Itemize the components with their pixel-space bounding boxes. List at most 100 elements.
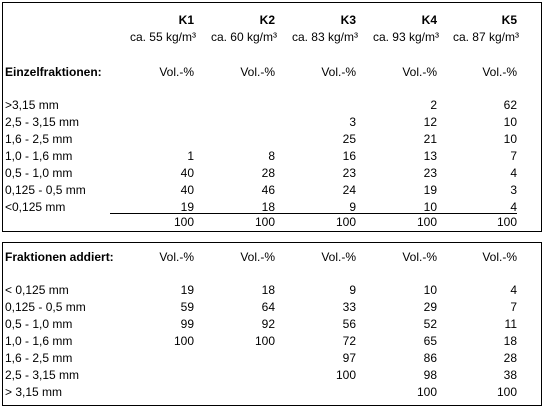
cell: 3 <box>349 115 356 129</box>
unit: Vol.-% <box>402 250 437 264</box>
unit: Vol.-% <box>159 250 194 264</box>
cell: 18 <box>261 200 275 214</box>
cell: 19 <box>180 200 194 214</box>
cell: 98 <box>423 368 437 382</box>
cell: 92 <box>261 317 275 331</box>
unit: Vol.-% <box>240 65 275 79</box>
row-label: 1,6 - 2,5 mm <box>5 132 73 146</box>
cell: 8 <box>268 149 275 163</box>
cell: 10 <box>423 200 437 214</box>
unit: Vol.-% <box>482 250 517 264</box>
cell: 9 <box>349 283 356 297</box>
cell: 59 <box>180 300 194 314</box>
total: 100 <box>335 215 356 229</box>
table-frame <box>2 2 542 232</box>
cell: 18 <box>261 283 275 297</box>
cell: 97 <box>342 351 356 365</box>
cell: 24 <box>342 183 356 197</box>
cell: 100 <box>173 334 194 348</box>
column-header: K1 <box>178 13 194 27</box>
cell: 21 <box>423 132 437 146</box>
cell: 19 <box>423 183 437 197</box>
row-label: 0,125 - 0,5 mm <box>5 300 86 314</box>
cell: 46 <box>261 183 275 197</box>
section-label: Fraktionen addiert: <box>5 250 114 264</box>
row-label: 0,125 - 0,5 mm <box>5 183 86 197</box>
density: ca. 60 kg/m³ <box>210 30 277 44</box>
cell: 64 <box>261 300 275 314</box>
cell: 86 <box>423 351 437 365</box>
table-frame <box>2 242 542 406</box>
total: 100 <box>173 215 194 229</box>
density: ca. 55 kg/m³ <box>129 30 196 44</box>
row-label: > 3,15 mm <box>5 385 63 399</box>
cell: 23 <box>423 166 437 180</box>
cell: 4 <box>510 283 517 297</box>
sum-rule <box>110 213 517 214</box>
density: ca. 87 kg/m³ <box>452 30 519 44</box>
cell: 100 <box>335 368 356 382</box>
cell: 11 <box>504 317 517 331</box>
column-header: K3 <box>340 13 356 27</box>
cell: 62 <box>503 98 517 112</box>
cell: 9 <box>349 200 356 214</box>
row-label: 0,5 - 1,0 mm <box>5 166 73 180</box>
row-label: 1,6 - 2,5 mm <box>5 351 73 365</box>
cell: 4 <box>510 166 517 180</box>
cell: 100 <box>254 334 275 348</box>
row-label: >3,15 mm <box>5 98 59 112</box>
row-label: < 0,125 mm <box>5 283 69 297</box>
cell: 72 <box>342 334 356 348</box>
cell: 28 <box>261 166 275 180</box>
cell: 52 <box>423 317 437 331</box>
column-header: K2 <box>259 13 275 27</box>
cell: 99 <box>180 317 194 331</box>
row-label: 2,5 - 3,15 mm <box>5 115 80 129</box>
cell: 28 <box>503 351 517 365</box>
row-label: 0,5 - 1,0 mm <box>5 317 73 331</box>
cell: 13 <box>423 149 437 163</box>
cell: 100 <box>496 385 517 399</box>
unit: Vol.-% <box>482 65 517 79</box>
cell: 2 <box>430 98 437 112</box>
section-label: Einzelfraktionen: <box>5 65 102 79</box>
total: 100 <box>416 215 437 229</box>
unit: Vol.-% <box>321 250 356 264</box>
density: ca. 83 kg/m³ <box>291 30 358 44</box>
cell: 4 <box>510 200 517 214</box>
cell: 23 <box>342 166 356 180</box>
column-header: K5 <box>501 13 517 27</box>
cell: 19 <box>180 283 194 297</box>
cell: 12 <box>423 115 437 129</box>
cell: 10 <box>423 283 437 297</box>
cell: 7 <box>510 300 517 314</box>
cell: 33 <box>342 300 356 314</box>
unit: Vol.-% <box>240 250 275 264</box>
cell: 10 <box>503 132 517 146</box>
total: 100 <box>254 215 275 229</box>
column-header: K4 <box>421 13 437 27</box>
cell: 56 <box>342 317 356 331</box>
row-label: 2,5 - 3,15 mm <box>5 368 80 382</box>
row-label: 1,0 - 1,6 mm <box>5 334 73 348</box>
cell: 65 <box>423 334 437 348</box>
cell: 1 <box>187 149 194 163</box>
cell: 40 <box>180 166 194 180</box>
cell: 16 <box>342 149 356 163</box>
unit: Vol.-% <box>402 65 437 79</box>
cell: 3 <box>510 183 517 197</box>
row-label: 1,0 - 1,6 mm <box>5 149 73 163</box>
unit: Vol.-% <box>159 65 194 79</box>
cell: 10 <box>503 115 517 129</box>
unit: Vol.-% <box>321 65 356 79</box>
cell: 40 <box>180 183 194 197</box>
density: ca. 93 kg/m³ <box>372 30 439 44</box>
cell: 38 <box>503 368 517 382</box>
cell: 18 <box>503 334 517 348</box>
row-label: <0,125 mm <box>5 200 66 214</box>
cell: 100 <box>416 385 437 399</box>
cell: 7 <box>510 149 517 163</box>
cell: 25 <box>342 132 356 146</box>
total: 100 <box>496 215 517 229</box>
